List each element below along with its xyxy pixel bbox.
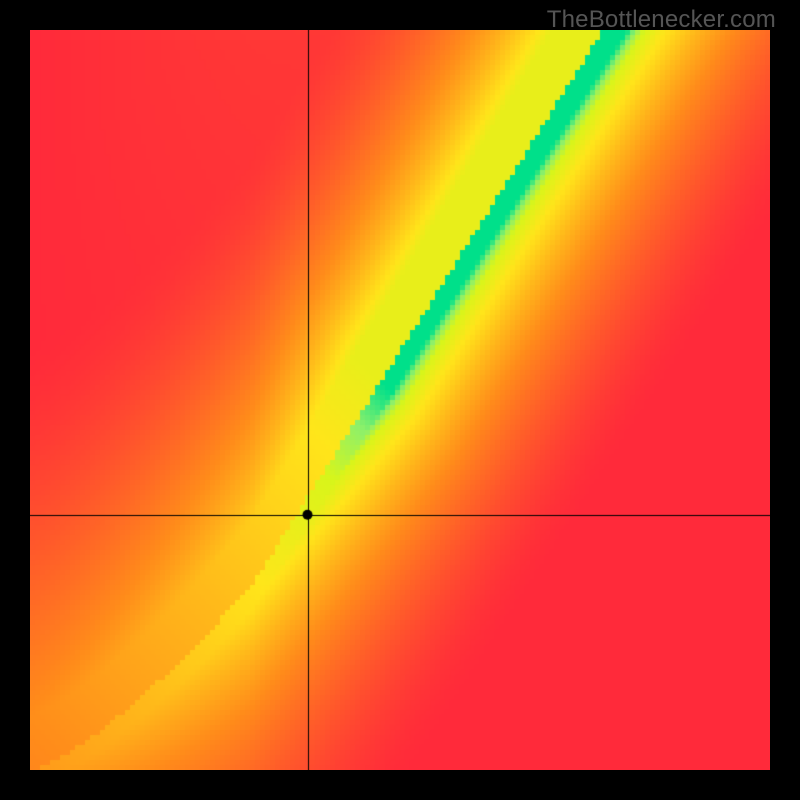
bottleneck-heatmap: [30, 30, 770, 770]
